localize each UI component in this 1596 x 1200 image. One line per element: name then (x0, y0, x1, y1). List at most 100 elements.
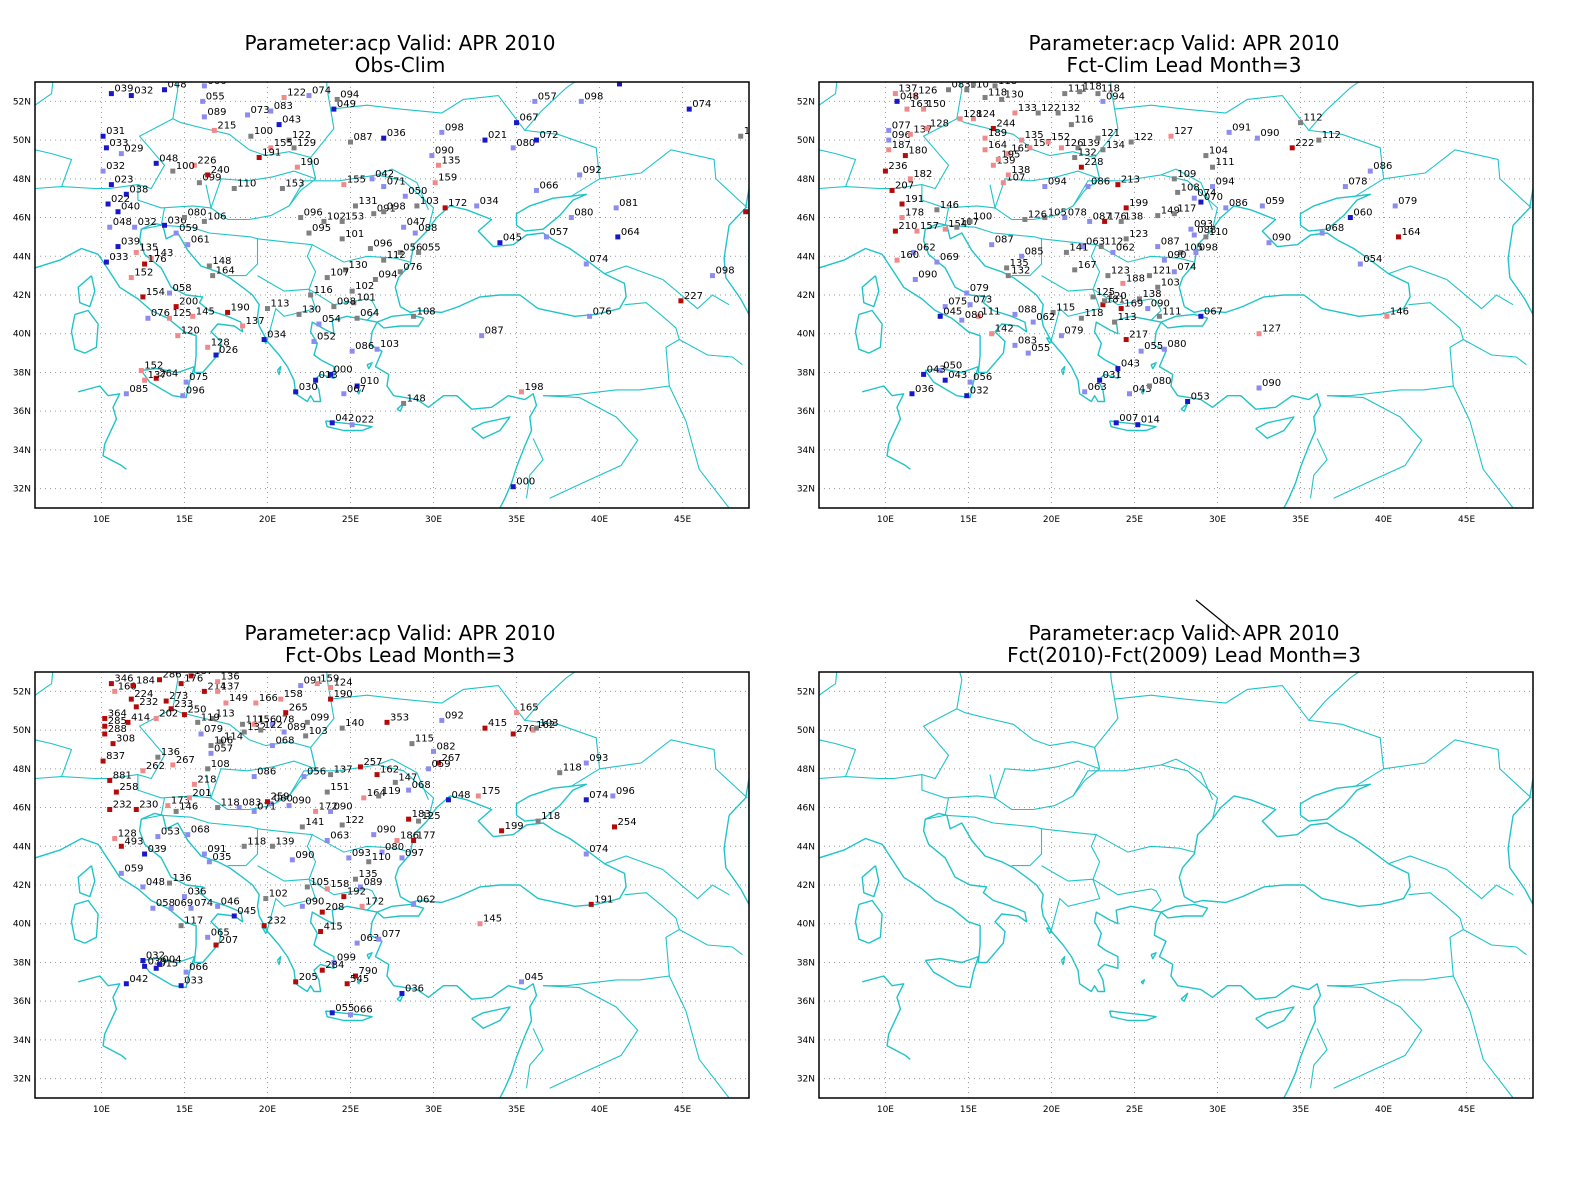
station-value-label: 116 (314, 285, 333, 296)
station-square (128, 93, 134, 99)
station-marker: 172 (359, 896, 384, 909)
station-value-label: 055 (1144, 341, 1163, 352)
station-marker: 119 (376, 786, 401, 799)
station-marker: 088 (1012, 304, 1037, 317)
station-marker: 132 (1072, 148, 1097, 161)
station-marker: 013 (313, 370, 338, 383)
station-marker: 043 (1127, 384, 1152, 397)
station-value-label: 150 (927, 99, 946, 110)
station-square (341, 391, 347, 397)
station-square (942, 377, 948, 383)
station-marker: 066 (347, 1005, 373, 1018)
station-square (392, 779, 398, 785)
station-value-label: 130 (302, 304, 321, 315)
station-value-label: 118 (1101, 84, 1120, 95)
station-square (1097, 377, 1103, 383)
station-marker: 135 (352, 869, 378, 882)
country-border (1072, 174, 1219, 230)
coastline (861, 275, 880, 308)
station-marker: 060 (268, 794, 293, 807)
station-marker: 036 (181, 887, 207, 900)
country-border (668, 975, 730, 1098)
country-border (35, 739, 73, 777)
station-value-label: 228 (1084, 157, 1103, 168)
station-square (937, 313, 943, 319)
station-marker: 068 (1319, 223, 1344, 236)
station-value-label: 076 (403, 262, 422, 273)
station-value-label: 031 (1103, 370, 1122, 381)
station-marker: 100 (248, 126, 273, 139)
station-value-label: 007 (1119, 413, 1138, 424)
map-panel-obs-clim: Parameter:acp Valid: APR 2010 Obs-Clim 0… (0, 0, 780, 600)
station-value-label: 140 (345, 718, 364, 729)
station-value-label: 111 (1068, 84, 1087, 95)
station-marker: 117 (178, 916, 203, 929)
station-marker: 090 (1161, 250, 1186, 263)
station-square (384, 719, 390, 725)
station-marker: 055 (1025, 343, 1050, 356)
station-value-label: 080 (1152, 376, 1171, 387)
station-value-label: 039 (114, 84, 133, 95)
station-value-label: 106 (214, 736, 233, 747)
station-marker: 048 (140, 877, 165, 890)
station-value-label: 157 (1033, 138, 1052, 149)
country-border (1072, 764, 1219, 820)
station-square (201, 218, 207, 224)
station-square (954, 224, 960, 230)
station-square (1175, 189, 1181, 195)
station-value-label: 111 (246, 714, 265, 725)
station-value-label: 059 (179, 223, 198, 234)
station-square (102, 715, 108, 721)
station-value-label: 021 (488, 130, 507, 141)
station-marker: 075 (942, 297, 967, 310)
station-marker: 069 (934, 252, 959, 265)
station-square (1082, 389, 1088, 395)
station-square (499, 828, 505, 834)
station-value-label: 103 (309, 726, 328, 737)
station-square (1113, 420, 1119, 426)
station-marker: 158 (324, 879, 349, 892)
station-value-label: 107 (1006, 173, 1025, 184)
station-square (352, 203, 358, 209)
station-square (1063, 249, 1069, 255)
station-square (999, 96, 1005, 102)
station-value-label: 146 (940, 200, 959, 211)
coastline (261, 926, 269, 935)
station-value-label: 091 (304, 676, 323, 687)
station-value-label: 364 (108, 708, 127, 719)
station-marker: 152 (1045, 132, 1070, 145)
station-marker: 159 (314, 674, 339, 687)
station-square (178, 983, 184, 989)
station-square (328, 371, 334, 377)
country-border (172, 672, 179, 709)
station-value-label: 128 (930, 118, 949, 129)
station-marker: 117 (1171, 204, 1196, 217)
station-value-label: 069 (174, 898, 193, 909)
station-value-label: 112 (1304, 113, 1323, 124)
station-marker: 176 (142, 254, 167, 267)
station-value-label: 074 (589, 844, 608, 855)
station-value-label: 190 (231, 302, 250, 313)
station-marker: 026 (213, 345, 238, 358)
station-marker: 108 (205, 759, 230, 772)
station-marker: 033 (178, 976, 203, 989)
station-value-label: 217 (1129, 330, 1148, 341)
coastline (1108, 420, 1157, 432)
station-square (107, 806, 113, 812)
station-marker: 080 (181, 208, 207, 221)
station-square (970, 116, 976, 122)
coastlines (819, 672, 1533, 1098)
station-value-label: 135 (1025, 130, 1044, 141)
station-value-label: 189 (988, 128, 1007, 139)
station-marker: 138 (1136, 289, 1162, 302)
station-square (367, 246, 373, 252)
station-value-label: 032 (138, 217, 157, 228)
station-marker: 214 (201, 681, 226, 694)
station-marker: 190 (294, 157, 319, 170)
coastlines (35, 672, 749, 1098)
station-value-label: 056 (973, 372, 992, 383)
station-marker: 034 (474, 196, 499, 209)
station-marker: 210 (892, 221, 917, 234)
station-value-label: 034 (480, 196, 499, 207)
